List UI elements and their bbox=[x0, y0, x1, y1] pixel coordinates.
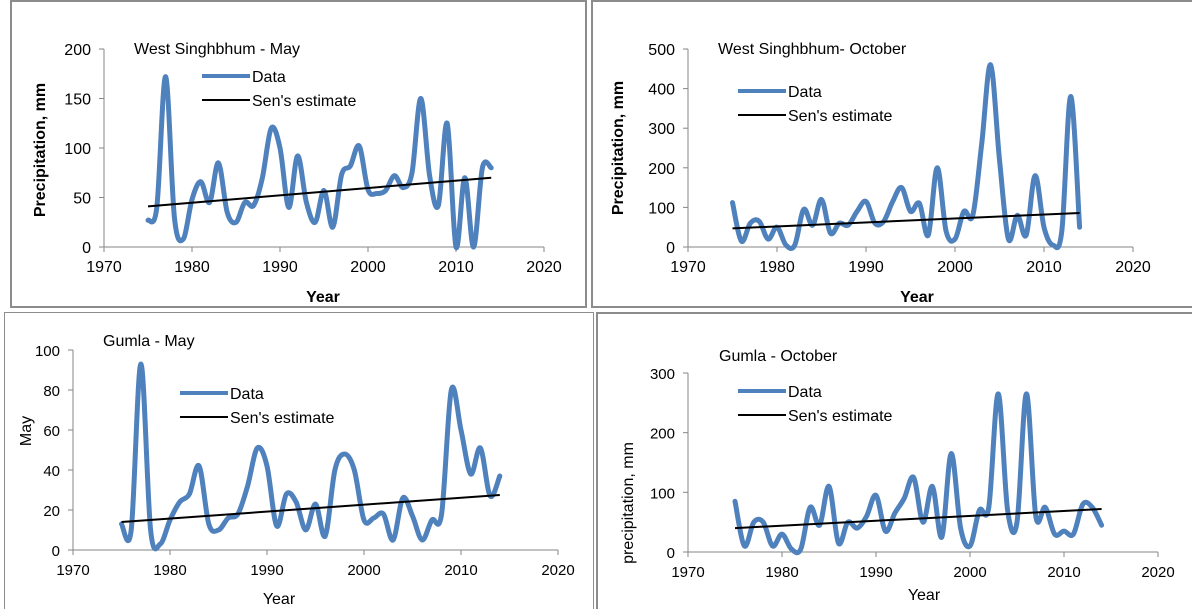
sens-estimate-line bbox=[734, 508, 1102, 530]
y-axis-label: May bbox=[18, 416, 35, 446]
y-tick-label: 100 bbox=[35, 343, 60, 360]
x-tick-label: 2000 bbox=[347, 562, 380, 579]
y-tick-label: 0 bbox=[82, 240, 91, 257]
x-axis-label: Year bbox=[263, 591, 296, 608]
x-tick-label: 1970 bbox=[86, 259, 122, 276]
legend-label-data: Data bbox=[252, 69, 286, 86]
y-tick-label: 80 bbox=[43, 383, 60, 400]
chart-title: West Singhbhum - May bbox=[134, 41, 300, 58]
y-tick-label: 0 bbox=[52, 543, 60, 560]
x-tick-label: 2000 bbox=[350, 259, 386, 276]
y-tick-label: 0 bbox=[666, 240, 675, 257]
x-tick-label: 1980 bbox=[765, 564, 798, 581]
y-tick-label: 500 bbox=[648, 42, 675, 59]
x-tick-label: 1970 bbox=[56, 562, 89, 579]
chart-svg: 0 100 200 300 1970 1980 1990 2000 2010 2020 Gumla … bbox=[620, 348, 1175, 604]
sens-estimate-line bbox=[147, 176, 492, 208]
chart-panel-gumla-october: 0 100 200 300 1970 1980 1990 2000 2010 2020 Gumla … bbox=[596, 312, 1192, 609]
x-tick-label: 2010 bbox=[444, 562, 477, 579]
x-tick-label: 1980 bbox=[153, 562, 186, 579]
y-tick-label: 200 bbox=[648, 161, 675, 178]
x-tick-label: 1970 bbox=[671, 564, 704, 581]
x-tick-label: 2000 bbox=[937, 259, 973, 276]
y-axis-label: Precipitation, mm bbox=[32, 83, 49, 217]
legend-label-sen: Sen's estimate bbox=[788, 108, 893, 125]
chart-svg: 0 100 200 300 400 500 1970 1980 1990 2000 2010 2020… bbox=[610, 41, 1151, 306]
x-tick-label: 1990 bbox=[250, 562, 283, 579]
x-tick-label: 1990 bbox=[262, 259, 298, 276]
legend-label-sen: Sen's estimate bbox=[230, 410, 335, 427]
x-tick-label: 1970 bbox=[670, 259, 706, 276]
x-tick-label: 2020 bbox=[541, 562, 574, 579]
x-tick-label: 2020 bbox=[1115, 259, 1151, 276]
chart-svg: 0 20 40 60 80 100 1970 1980 1990 2000 2010 2020 Guml… bbox=[18, 333, 575, 608]
y-tick-label: 200 bbox=[64, 42, 91, 59]
x-tick-label: 1990 bbox=[859, 564, 892, 581]
legend-label-sen: Sen's estimate bbox=[252, 93, 357, 110]
y-tick-label: 300 bbox=[648, 121, 675, 138]
y-tick-label: 150 bbox=[64, 92, 91, 109]
chart-panel-west-singhbhum-october: 0 100 200 300 400 500 1970 1980 1990 2000 2010 2020… bbox=[591, 0, 1192, 308]
y-axis-label: Precipitation, mm bbox=[610, 81, 627, 215]
data-series-line bbox=[119, 361, 503, 552]
data-series-line bbox=[145, 74, 494, 250]
data-series-line bbox=[730, 62, 1083, 251]
y-tick-label: 100 bbox=[650, 485, 675, 502]
chart-title: Gumla - May bbox=[103, 333, 195, 350]
x-axis-label: Year bbox=[306, 289, 340, 306]
legend-label-data: Data bbox=[788, 84, 822, 101]
legend-label-data: Data bbox=[230, 386, 264, 403]
y-tick-label: 100 bbox=[648, 200, 675, 217]
x-tick-label: 2010 bbox=[438, 259, 474, 276]
y-tick-label: 100 bbox=[64, 141, 91, 158]
y-tick-label: 400 bbox=[648, 82, 675, 99]
legend-label-data: Data bbox=[788, 384, 822, 401]
y-tick-label: 40 bbox=[43, 463, 60, 480]
x-tick-label: 1980 bbox=[759, 259, 795, 276]
legend-label-sen: Sen's estimate bbox=[788, 408, 893, 425]
x-tick-label: 2010 bbox=[1047, 564, 1080, 581]
chart-title: West Singhbhum- October bbox=[718, 41, 907, 58]
x-tick-label: 1990 bbox=[848, 259, 884, 276]
y-tick-label: 0 bbox=[667, 545, 675, 562]
chart-panel-west-singhbhum-may: 0 50 100 150 200 1970 1980 1990 2000 2010 2020 West… bbox=[10, 0, 587, 308]
x-tick-label: 2000 bbox=[953, 564, 986, 581]
x-axis-label: Year bbox=[900, 289, 934, 306]
y-tick-label: 300 bbox=[650, 366, 675, 383]
chart-svg: 0 50 100 150 200 1970 1980 1990 2000 2010 2020 West… bbox=[32, 41, 562, 306]
x-tick-label: 2020 bbox=[526, 259, 562, 276]
y-tick-label: 50 bbox=[73, 191, 91, 208]
x-tick-label: 2020 bbox=[1141, 564, 1174, 581]
x-axis-label: Year bbox=[908, 587, 941, 604]
sens-estimate-line bbox=[121, 494, 500, 523]
sens-estimate-line bbox=[732, 211, 1080, 230]
y-tick-label: 20 bbox=[43, 503, 60, 520]
y-tick-label: 200 bbox=[650, 426, 675, 443]
chart-title: Gumla - October bbox=[719, 348, 838, 365]
y-axis-label: precipitation, mm bbox=[620, 442, 637, 564]
data-series-line bbox=[732, 391, 1105, 556]
y-tick-label: 60 bbox=[43, 423, 60, 440]
x-tick-label: 1980 bbox=[174, 259, 210, 276]
x-tick-label: 2010 bbox=[1026, 259, 1062, 276]
chart-panel-gumla-may: 0 20 40 60 80 100 1970 1980 1990 2000 2010 2020 Guml… bbox=[4, 312, 594, 609]
